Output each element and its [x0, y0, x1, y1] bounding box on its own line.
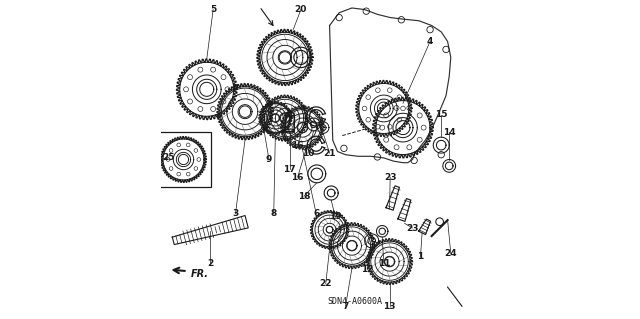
Text: 23: 23 [406, 224, 419, 233]
Text: 3: 3 [232, 209, 239, 218]
Text: FR.: FR. [191, 269, 209, 279]
Text: 8: 8 [271, 209, 277, 218]
Text: 13: 13 [383, 302, 396, 311]
Text: 25: 25 [162, 153, 175, 162]
Text: 22: 22 [319, 279, 332, 288]
Text: 9: 9 [266, 155, 272, 164]
Text: SDN4-A0600A: SDN4-A0600A [328, 297, 383, 306]
Text: 2: 2 [207, 259, 213, 268]
Text: 12: 12 [361, 265, 374, 274]
Text: 23: 23 [384, 173, 396, 182]
Text: 1: 1 [417, 252, 424, 261]
Text: 19: 19 [329, 212, 342, 221]
Bar [156, 132, 211, 187]
Text: 16: 16 [291, 141, 304, 150]
Text: 6: 6 [313, 209, 319, 218]
Text: 24: 24 [444, 249, 457, 258]
Text: 7: 7 [342, 302, 349, 311]
Text: 18: 18 [298, 192, 310, 201]
Text: 11: 11 [378, 259, 390, 268]
Text: 21: 21 [323, 149, 336, 158]
Text: 16: 16 [291, 173, 304, 182]
Text: 10: 10 [301, 149, 314, 158]
Text: 5: 5 [210, 5, 216, 14]
Text: 20: 20 [294, 5, 307, 14]
Text: 14: 14 [443, 128, 456, 137]
Text: 4: 4 [427, 37, 433, 46]
Text: 17: 17 [284, 165, 296, 174]
Bar [285, 115, 294, 131]
Text: 15: 15 [435, 110, 447, 119]
